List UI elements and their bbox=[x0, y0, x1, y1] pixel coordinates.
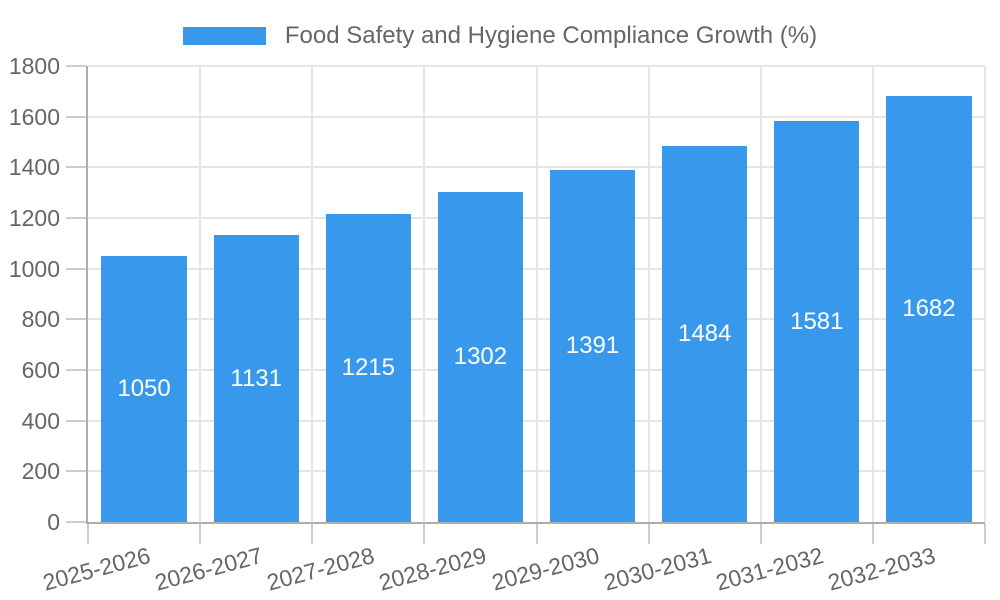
bar[interactable] bbox=[213, 235, 299, 522]
bar-value-label: 1215 bbox=[341, 354, 395, 382]
x-tick-label: 2029-2030 bbox=[488, 541, 602, 596]
y-tick bbox=[66, 166, 86, 169]
x-gridline bbox=[984, 66, 986, 522]
bar[interactable] bbox=[662, 146, 748, 522]
x-tick bbox=[199, 524, 202, 544]
y-tick-label: 0 bbox=[47, 509, 60, 535]
x-tick bbox=[871, 524, 874, 544]
x-gridline bbox=[647, 66, 650, 522]
x-tick-label: 2032-2033 bbox=[824, 541, 938, 596]
x-tick bbox=[423, 524, 426, 544]
legend-swatch bbox=[182, 27, 266, 45]
y-tick bbox=[66, 318, 86, 321]
x-tick-label: 2031-2032 bbox=[712, 541, 826, 596]
bar[interactable] bbox=[325, 214, 411, 522]
bar-value-label: 1391 bbox=[565, 331, 620, 359]
bar-value-label: 1581 bbox=[790, 307, 844, 335]
x-tick-label: 2025-2026 bbox=[40, 541, 154, 596]
y-tick-label: 1600 bbox=[8, 103, 60, 130]
x-tick-label: 2028-2029 bbox=[376, 541, 490, 596]
bar[interactable] bbox=[437, 192, 524, 522]
bar[interactable] bbox=[101, 256, 187, 522]
bar[interactable] bbox=[774, 121, 860, 522]
chart-legend[interactable]: Food Safety and Hygiene Compliance Growt… bbox=[0, 22, 1000, 50]
y-tick-label: 600 bbox=[21, 357, 60, 383]
x-tick bbox=[311, 524, 314, 544]
x-tick bbox=[87, 524, 89, 544]
x-axis-line bbox=[86, 522, 985, 524]
x-gridline bbox=[871, 66, 874, 522]
y-axis-line bbox=[86, 66, 88, 524]
bar[interactable] bbox=[549, 169, 636, 522]
x-tick bbox=[535, 524, 538, 544]
bar-value-label: 1484 bbox=[677, 320, 732, 348]
y-tick bbox=[66, 521, 86, 523]
y-tick-label: 200 bbox=[21, 458, 60, 485]
y-tick-label: 800 bbox=[21, 306, 60, 333]
x-gridline bbox=[199, 66, 202, 522]
x-tick-label: 2026-2027 bbox=[152, 541, 266, 596]
x-gridline bbox=[311, 66, 314, 522]
y-tick-label: 1000 bbox=[8, 255, 60, 282]
x-tick-label: 2027-2028 bbox=[264, 541, 378, 596]
y-tick bbox=[66, 217, 86, 219]
y-tick bbox=[66, 369, 86, 371]
y-tick-label: 1200 bbox=[8, 205, 60, 231]
y-tick bbox=[66, 419, 86, 422]
x-tick-label: 2030-2031 bbox=[600, 541, 714, 596]
x-tick bbox=[759, 524, 762, 544]
y-tick bbox=[66, 115, 86, 118]
legend-label: Food Safety and Hygiene Compliance Growt… bbox=[284, 22, 818, 49]
y-tick-label: 1400 bbox=[8, 154, 60, 181]
x-tick bbox=[984, 524, 986, 544]
x-tick bbox=[647, 524, 650, 544]
y-tick bbox=[66, 65, 86, 67]
x-gridline bbox=[759, 66, 762, 522]
bar[interactable] bbox=[886, 95, 972, 522]
bar-value-label: 1682 bbox=[902, 294, 956, 322]
bar-value-label: 1131 bbox=[230, 364, 282, 392]
y-tick-label: 400 bbox=[21, 407, 60, 434]
y-tick-label: 1800 bbox=[8, 53, 60, 79]
x-gridline bbox=[535, 66, 538, 522]
bar-value-label: 1302 bbox=[453, 343, 508, 371]
x-gridline bbox=[423, 66, 426, 522]
y-tick bbox=[66, 470, 86, 473]
bar-value-label: 1050 bbox=[117, 375, 171, 402]
y-tick bbox=[66, 267, 86, 270]
